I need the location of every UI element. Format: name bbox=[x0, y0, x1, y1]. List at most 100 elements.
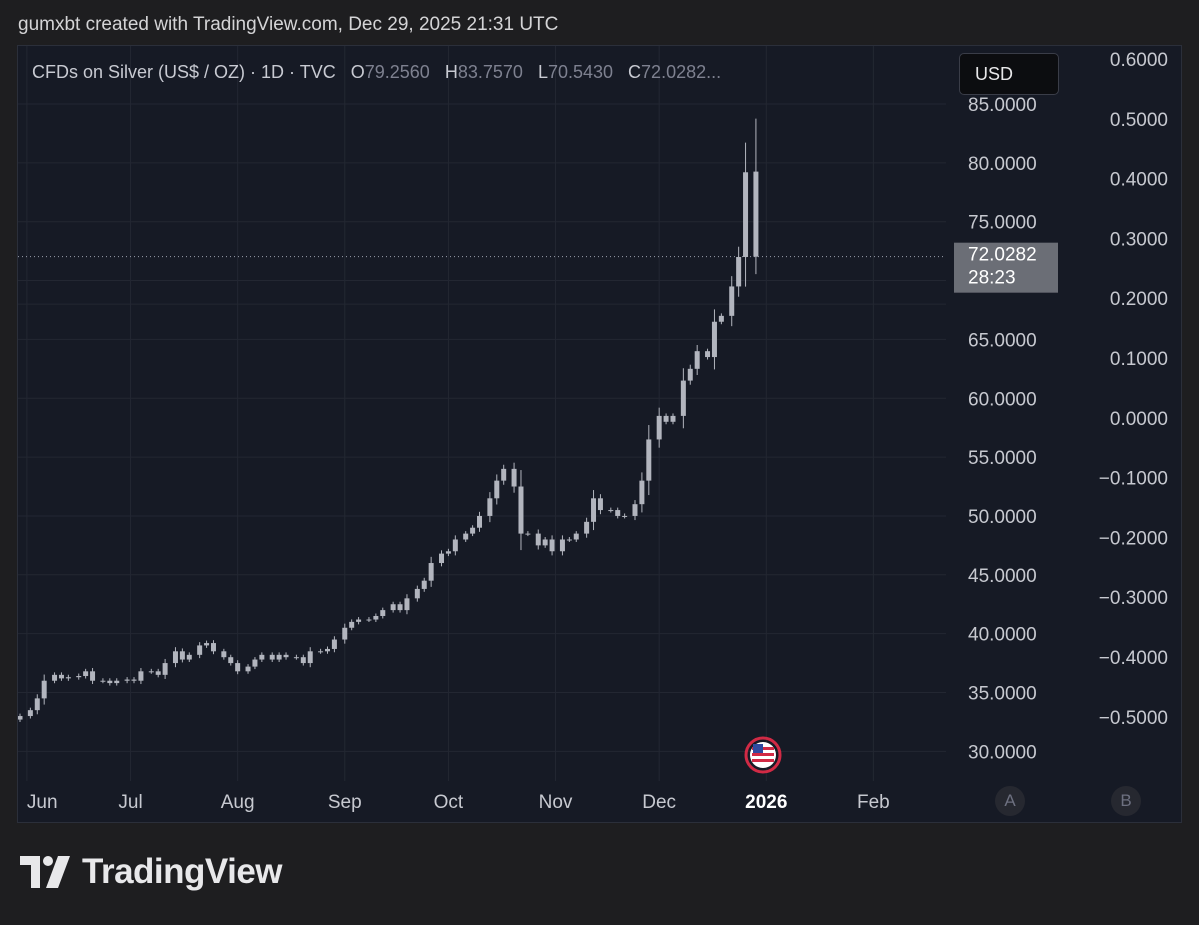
candle-body bbox=[34, 698, 40, 711]
candle-body bbox=[155, 671, 161, 675]
candle-body bbox=[390, 604, 396, 611]
price-tick-label: 45.0000 bbox=[968, 566, 1037, 587]
candle-body bbox=[210, 643, 216, 652]
candle-body bbox=[131, 679, 137, 681]
candle-body bbox=[470, 527, 476, 534]
candle-body bbox=[687, 368, 693, 381]
candle-body bbox=[76, 676, 82, 678]
candle-body bbox=[162, 663, 168, 675]
chart-caption: gumxbt created with TradingView.com, Dec… bbox=[18, 14, 559, 35]
time-tick-label: Oct bbox=[434, 792, 464, 813]
candle-body bbox=[107, 680, 113, 684]
bar-countdown: 28:23 bbox=[968, 268, 1016, 289]
candle-body bbox=[366, 619, 372, 621]
candle-body bbox=[221, 651, 227, 658]
candle-body bbox=[283, 654, 289, 658]
low-key: L bbox=[537, 62, 548, 82]
candle-body bbox=[743, 172, 749, 258]
candle-body bbox=[608, 510, 614, 512]
candle-body bbox=[65, 677, 71, 679]
candle-body bbox=[356, 619, 362, 622]
price-axis[interactable]: 30.0000 35.0000 40.0000 45.0000 50.0000 55.00… bbox=[968, 95, 1037, 763]
secondary-tick-label: 0.2000 bbox=[1110, 289, 1168, 310]
close-value: 72.0282... bbox=[641, 62, 722, 82]
candle-body bbox=[41, 680, 47, 699]
candle-body bbox=[428, 563, 434, 581]
symbol-title: CFDs on Silver (US$ / OZ) · 1D · TVC bbox=[32, 62, 336, 82]
secondary-scale-button[interactable]: B bbox=[1111, 786, 1141, 816]
tradingview-logo-icon bbox=[20, 856, 70, 888]
time-axis[interactable]: Jun Jul Aug Sep Oct Nov Dec 2026 Feb bbox=[27, 792, 890, 813]
candle-body bbox=[656, 415, 662, 440]
candle-body bbox=[632, 504, 638, 516]
candle-body bbox=[501, 468, 507, 481]
candle-body bbox=[421, 580, 427, 589]
secondary-tick-label: −0.4000 bbox=[1099, 648, 1168, 669]
candle-body bbox=[559, 539, 565, 552]
price-chart[interactable]: 30.0000 35.0000 40.0000 45.0000 50.0000 55.00… bbox=[18, 46, 1181, 822]
candle-body bbox=[414, 588, 420, 599]
price-tick-label: 40.0000 bbox=[968, 625, 1037, 646]
candle-body bbox=[646, 439, 652, 481]
secondary-tick-label: −0.3000 bbox=[1099, 588, 1168, 609]
candle-body bbox=[615, 510, 621, 516]
time-tick-label: Jul bbox=[118, 792, 142, 813]
candle-body bbox=[179, 651, 185, 660]
candle-body bbox=[148, 671, 154, 673]
candle-body bbox=[591, 498, 597, 522]
price-tick-label: 80.0000 bbox=[968, 154, 1037, 175]
auto-scale-button[interactable]: A bbox=[995, 786, 1025, 816]
candle-body bbox=[235, 663, 241, 672]
price-tick-label: 35.0000 bbox=[968, 684, 1037, 705]
secondary-tick-label: 0.4000 bbox=[1110, 170, 1168, 191]
price-tick-label: 85.0000 bbox=[968, 95, 1037, 116]
candle-body bbox=[439, 553, 445, 564]
us-flag-event-icon[interactable] bbox=[744, 736, 782, 774]
candle-body bbox=[204, 643, 210, 646]
candle-body bbox=[124, 679, 130, 681]
time-tick-label: Aug bbox=[221, 792, 255, 813]
candle-body bbox=[380, 610, 386, 616]
footer-brand: TradingView bbox=[82, 852, 283, 891]
candle-body bbox=[584, 521, 590, 534]
candle-body bbox=[463, 533, 469, 540]
candle-body bbox=[318, 651, 324, 653]
candle-body bbox=[197, 645, 203, 655]
candle-body bbox=[494, 480, 500, 499]
secondary-tick-label: 0.1000 bbox=[1110, 349, 1168, 370]
candle-body bbox=[259, 654, 265, 660]
candle-body bbox=[452, 539, 458, 552]
secondary-axis[interactable]: 0.6000 0.5000 0.4000 0.3000 0.2000 0.1000 0.00… bbox=[1099, 50, 1168, 729]
candle-body bbox=[670, 415, 676, 422]
chart-panel[interactable]: 30.0000 35.0000 40.0000 45.0000 50.0000 55.00… bbox=[17, 45, 1182, 823]
candle-body bbox=[245, 666, 251, 672]
candle-body bbox=[18, 716, 23, 720]
low-value: 70.5430 bbox=[547, 62, 614, 82]
candle-body bbox=[622, 515, 628, 517]
candle-body bbox=[729, 286, 735, 316]
candle-body bbox=[477, 515, 483, 528]
candle-body bbox=[711, 321, 717, 358]
secondary-tick-label: −0.5000 bbox=[1099, 708, 1168, 729]
open-value: 79.2560 bbox=[364, 62, 430, 82]
time-tick-label: 2026 bbox=[745, 792, 787, 813]
secondary-tick-label: 0.0000 bbox=[1110, 409, 1168, 430]
candle-body bbox=[718, 315, 724, 322]
candle-body bbox=[27, 710, 33, 717]
candle-body bbox=[307, 651, 313, 664]
last-price-tag: 72.0282 28:23 bbox=[954, 242, 1058, 293]
secondary-tick-label: −0.1000 bbox=[1099, 469, 1168, 490]
price-tick-label: 55.0000 bbox=[968, 448, 1037, 469]
candle-body bbox=[293, 657, 299, 659]
time-tick-label: Feb bbox=[857, 792, 890, 813]
last-price-value: 72.0282 bbox=[968, 245, 1037, 266]
candle-body bbox=[186, 654, 192, 660]
candle-body bbox=[138, 671, 144, 681]
candle-body bbox=[349, 621, 355, 628]
candle-body bbox=[535, 533, 541, 546]
currency-button[interactable]: USD bbox=[959, 53, 1059, 95]
candles bbox=[18, 118, 759, 723]
time-tick-label: Jun bbox=[27, 792, 58, 813]
candle-body bbox=[324, 648, 330, 652]
secondary-tick-label: 0.6000 bbox=[1110, 50, 1168, 71]
